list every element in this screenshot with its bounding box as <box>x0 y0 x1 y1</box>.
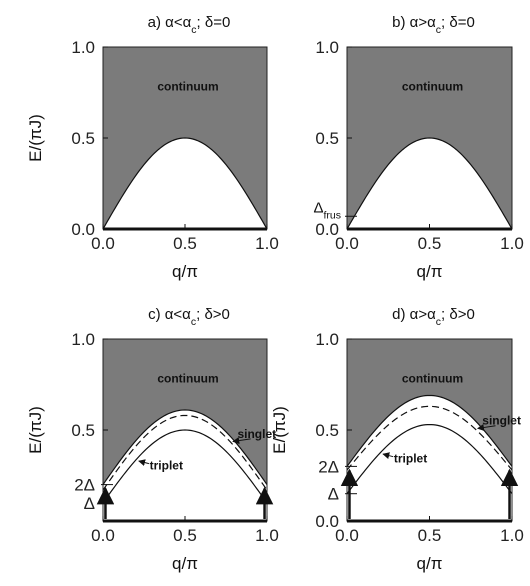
continuum-label: continuum <box>157 372 218 386</box>
singlet-curve <box>102 414 268 491</box>
singlet-arrow <box>477 424 496 431</box>
below-continuum-region <box>103 138 267 229</box>
panels: 0.0 0.5 1.0 0.0 0.5 1.0 a) α<αc; δ=0 q/π E/(πJ) c… <box>26 14 524 573</box>
triplet-arrow <box>138 459 150 466</box>
x-tick-label: 0.5 <box>173 526 197 545</box>
continuum-lower-edge <box>102 409 268 485</box>
gap-mark-label: 2Δ <box>318 457 339 476</box>
x-tick-label: 0.0 <box>335 234 359 253</box>
x-axis-label: q/π <box>417 262 443 281</box>
y-axis-label: E/(πJ) <box>26 406 45 454</box>
x-tick-label: 1.0 <box>255 234 279 253</box>
y-axis-label: E/(πJ) <box>26 114 45 162</box>
continuum-lower-edge <box>346 137 513 230</box>
panel-a: 0.0 0.5 1.0 0.0 0.5 1.0 a) α<αc; δ=0 q/π E/(πJ) c… <box>26 14 279 281</box>
x-tick-label: 1.0 <box>500 234 524 253</box>
x-tick-label: 0.5 <box>418 526 442 545</box>
x-axis-label: q/π <box>417 554 443 573</box>
triplet-curve <box>102 429 268 504</box>
x-tick-label: 0.0 <box>335 526 359 545</box>
y-tick-label: 0.5 <box>71 129 95 148</box>
y-axis-label: E/(πJ) <box>270 406 289 454</box>
continuum-label: continuum <box>402 80 463 94</box>
triplet-label: triplet <box>394 452 427 466</box>
x-tick-label: 1.0 <box>500 526 524 545</box>
x-axis-label: q/π <box>172 554 198 573</box>
singlet-label: singlet <box>482 414 521 428</box>
panel-d: 0.0 0.5 1.0 0.0 0.5 1.0 d) α>αc; δ>0 q/π E/(πJ) c… <box>270 306 524 573</box>
singlet-arrow <box>232 437 251 445</box>
triplet-arrow <box>382 452 394 460</box>
gap-mark-label: 2Δ <box>74 476 95 495</box>
panel-title: c) α<αc; δ>0 <box>148 306 230 328</box>
panel-b: 0.0 0.5 1.0 0.0 0.5 1.0 b) α>αc; δ=0 q/π continu… <box>313 14 523 281</box>
panel-title: a) α<αc; δ=0 <box>148 14 231 36</box>
y-tick-label: 1.0 <box>71 38 95 57</box>
x-tick-label: 0.0 <box>91 526 115 545</box>
panel-title: d) α>αc; δ>0 <box>392 306 475 328</box>
y-tick-label: 0.5 <box>315 129 339 148</box>
x-axis-label: q/π <box>172 262 198 281</box>
y-tick-label: 1.0 <box>71 330 95 349</box>
gap-label: Δfrus <box>313 199 341 221</box>
x-tick-label: 0.0 <box>91 234 115 253</box>
singlet-label: singlet <box>237 427 276 441</box>
below-continuum-region <box>347 395 512 521</box>
x-tick-label: 0.5 <box>418 234 442 253</box>
continuum-label: continuum <box>402 372 463 386</box>
continuum-lower-edge <box>346 394 513 467</box>
x-tick-label: 1.0 <box>255 526 279 545</box>
y-tick-label: 0.0 <box>315 220 339 239</box>
panel-title: b) α>αc; δ=0 <box>392 14 475 36</box>
triplet-curve <box>346 423 513 495</box>
y-tick-label: 0.5 <box>71 421 95 440</box>
panel-c: 0.0 0.5 1.0 0.5 1.0 c) α<αc; δ>0 q/π E/(πJ) cont… <box>26 306 279 573</box>
below-continuum-region <box>347 138 512 229</box>
continuum-lower-edge <box>102 137 268 230</box>
gap-mark-label: Δ <box>84 494 95 513</box>
continuum-label: continuum <box>157 80 218 94</box>
y-tick-label: 0.5 <box>315 421 339 440</box>
gap-mark-label: Δ <box>328 485 339 504</box>
triplet-label: triplet <box>150 458 183 472</box>
x-tick-label: 0.5 <box>173 234 197 253</box>
y-tick-label: 1.0 <box>315 38 339 57</box>
y-tick-label: 0.0 <box>315 512 339 531</box>
y-tick-label: 0.0 <box>71 220 95 239</box>
y-tick-label: 1.0 <box>315 330 339 349</box>
